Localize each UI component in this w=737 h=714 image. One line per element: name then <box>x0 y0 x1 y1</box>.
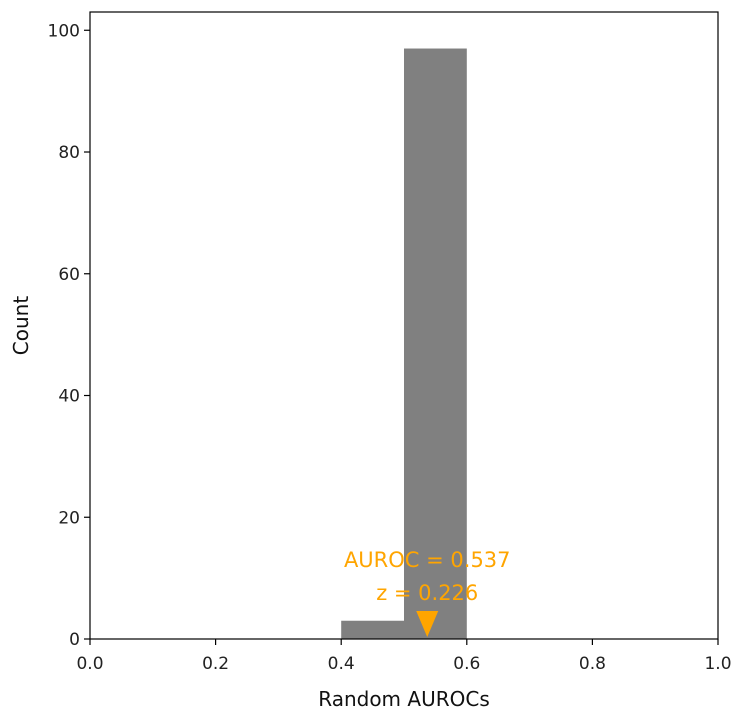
x-tick-label: 1.0 <box>704 654 731 674</box>
histogram-bars <box>341 48 467 639</box>
x-tick-label: 0.0 <box>76 654 103 674</box>
x-axis-label: Random AUROCs <box>318 687 490 711</box>
y-tick-label: 80 <box>58 143 80 163</box>
y-tick-label: 100 <box>48 21 80 41</box>
annotation-z-label: z = 0.226 <box>376 581 478 605</box>
annotation-triangle-marker <box>416 611 439 637</box>
y-tick-label: 0 <box>69 630 80 650</box>
y-axis-label: Count <box>9 296 33 356</box>
plot-frame <box>89 11 719 640</box>
y-tick-label: 60 <box>58 265 80 285</box>
x-axis-ticks: 0.0 0.2 0.4 0.6 0.8 1.0 <box>76 639 732 674</box>
y-tick-label: 40 <box>58 387 80 407</box>
histogram-bar-1 <box>341 620 404 639</box>
x-tick-label: 0.8 <box>579 654 606 674</box>
annotation-marker-group <box>416 611 439 637</box>
x-tick-label: 0.6 <box>453 654 480 674</box>
annotation-auroc-label: AUROC = 0.537 <box>344 548 511 572</box>
histogram-bar-2 <box>404 48 467 639</box>
y-axis-ticks: 0 20 40 60 80 100 <box>48 21 90 650</box>
x-tick-label: 0.2 <box>202 654 229 674</box>
y-tick-label: 20 <box>58 508 80 528</box>
x-tick-label: 0.4 <box>328 654 355 674</box>
